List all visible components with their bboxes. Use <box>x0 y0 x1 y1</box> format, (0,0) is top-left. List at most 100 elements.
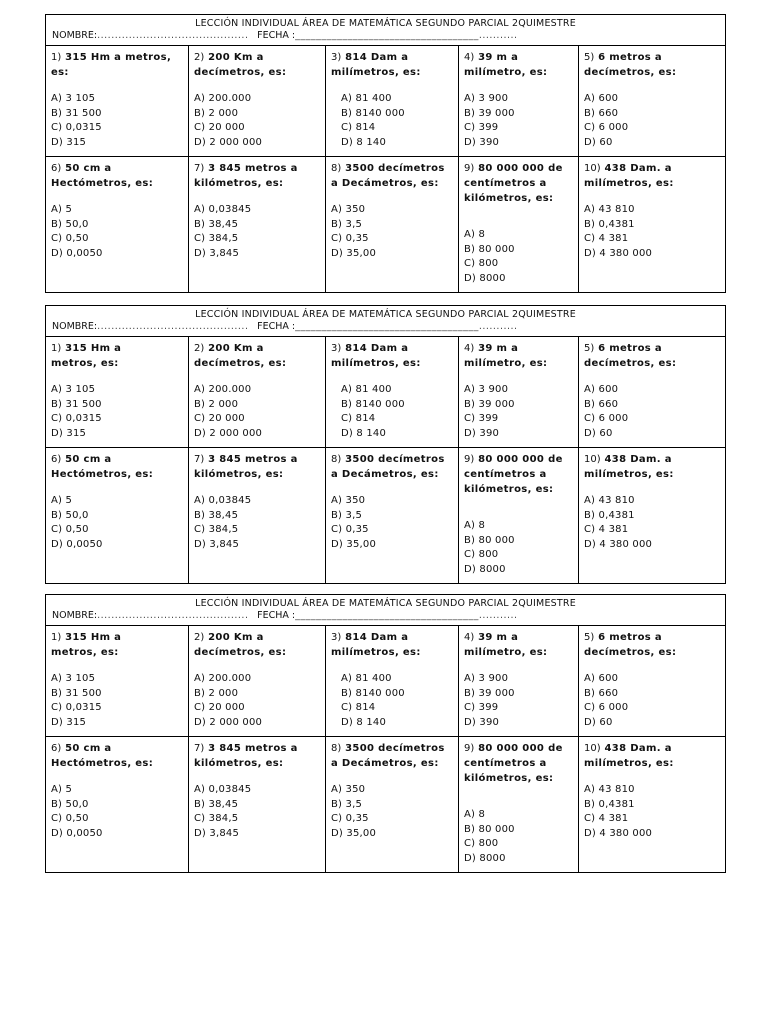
option-item[interactable]: C) 0,35 <box>331 524 369 535</box>
option-item[interactable]: C) 6 000 <box>584 413 629 424</box>
option-item[interactable]: B) 3,5 <box>331 798 363 810</box>
option-item[interactable]: D) 0,0050 <box>51 247 103 259</box>
option-item[interactable]: A) 5 <box>51 784 73 795</box>
option-item[interactable]: D) 2 000 000 <box>194 716 263 728</box>
option-item[interactable]: B) 3,5 <box>331 218 363 230</box>
option-item[interactable]: B) 80 000 <box>464 534 515 546</box>
option-item[interactable]: A) 0,03845 <box>194 204 252 215</box>
option-item[interactable]: D) 315 <box>51 716 87 728</box>
nombre-input[interactable]: ........................................… <box>97 30 248 41</box>
option-item[interactable]: A) 0,03845 <box>194 495 252 506</box>
option-item[interactable]: B) 38,45 <box>194 218 239 230</box>
option-item[interactable]: D) 8 140 <box>341 136 387 148</box>
option-item[interactable]: C) 800 <box>464 838 499 849</box>
option-item[interactable]: D) 8000 <box>464 852 506 864</box>
option-item[interactable]: B) 50,0 <box>51 798 89 810</box>
option-item[interactable]: C) 20 000 <box>194 702 245 713</box>
option-item[interactable]: B) 8140 000 <box>341 398 405 410</box>
option-item[interactable]: D) 2 000 000 <box>194 136 263 148</box>
option-item[interactable]: D) 390 <box>464 136 500 148</box>
option-item[interactable]: A) 200.000 <box>194 93 252 104</box>
option-item[interactable]: A) 350 <box>331 495 366 506</box>
option-item[interactable]: B) 31 500 <box>51 687 102 699</box>
nombre-input[interactable]: ........................................… <box>97 321 248 332</box>
option-item[interactable]: C) 4 381 <box>584 813 629 824</box>
option-item[interactable]: A) 3 900 <box>464 673 509 684</box>
option-item[interactable]: C) 6 000 <box>584 702 629 713</box>
option-item[interactable]: D) 60 <box>584 427 613 439</box>
option-item[interactable]: A) 200.000 <box>194 673 252 684</box>
fecha-input[interactable]: ___________________________________.....… <box>295 321 518 332</box>
option-item[interactable]: C) 20 000 <box>194 413 245 424</box>
option-item[interactable]: A) 43 810 <box>584 204 635 215</box>
option-item[interactable]: B) 0,4381 <box>584 509 635 521</box>
option-item[interactable]: D) 4 380 000 <box>584 247 653 259</box>
option-item[interactable]: A) 600 <box>584 93 619 104</box>
option-item[interactable]: A) 8 <box>464 520 486 531</box>
option-item[interactable]: A) 5 <box>51 204 73 215</box>
option-item[interactable]: D) 35,00 <box>331 827 377 839</box>
option-item[interactable]: B) 39 000 <box>464 107 515 119</box>
option-item[interactable]: A) 81 400 <box>341 673 392 684</box>
option-item[interactable]: D) 315 <box>51 136 87 148</box>
option-item[interactable]: C) 0,0315 <box>51 122 102 133</box>
option-item[interactable]: C) 814 <box>341 702 376 713</box>
option-item[interactable]: C) 384,5 <box>194 233 239 244</box>
option-item[interactable]: B) 0,4381 <box>584 218 635 230</box>
fecha-input[interactable]: ___________________________________.....… <box>295 610 518 621</box>
option-item[interactable]: A) 43 810 <box>584 784 635 795</box>
option-item[interactable]: C) 6 000 <box>584 122 629 133</box>
option-item[interactable]: B) 2 000 <box>194 398 239 410</box>
option-item[interactable]: C) 384,5 <box>194 813 239 824</box>
option-item[interactable]: B) 0,4381 <box>584 798 635 810</box>
nombre-input[interactable]: ........................................… <box>97 610 248 621</box>
option-item[interactable]: D) 0,0050 <box>51 538 103 550</box>
option-item[interactable]: D) 60 <box>584 716 613 728</box>
option-item[interactable]: B) 80 000 <box>464 243 515 255</box>
option-item[interactable]: C) 384,5 <box>194 524 239 535</box>
option-item[interactable]: D) 3,845 <box>194 538 240 550</box>
option-item[interactable]: D) 4 380 000 <box>584 827 653 839</box>
option-item[interactable]: A) 600 <box>584 673 619 684</box>
option-item[interactable]: C) 0,35 <box>331 233 369 244</box>
option-item[interactable]: C) 814 <box>341 122 376 133</box>
option-item[interactable]: C) 399 <box>464 413 499 424</box>
option-item[interactable]: D) 2 000 000 <box>194 427 263 439</box>
option-item[interactable]: D) 390 <box>464 427 500 439</box>
option-item[interactable]: C) 800 <box>464 258 499 269</box>
option-item[interactable]: C) 4 381 <box>584 233 629 244</box>
option-item[interactable]: C) 800 <box>464 549 499 560</box>
option-item[interactable]: D) 3,845 <box>194 827 240 839</box>
option-item[interactable]: B) 38,45 <box>194 509 239 521</box>
option-item[interactable]: C) 0,50 <box>51 233 89 244</box>
option-item[interactable]: C) 0,35 <box>331 813 369 824</box>
option-item[interactable]: A) 3 900 <box>464 93 509 104</box>
option-item[interactable]: A) 3 105 <box>51 673 96 684</box>
option-item[interactable]: B) 660 <box>584 398 619 410</box>
option-item[interactable]: D) 0,0050 <box>51 827 103 839</box>
option-item[interactable]: D) 60 <box>584 136 613 148</box>
option-item[interactable]: B) 3,5 <box>331 509 363 521</box>
option-item[interactable]: C) 0,0315 <box>51 413 102 424</box>
option-item[interactable]: A) 43 810 <box>584 495 635 506</box>
option-item[interactable]: A) 3 105 <box>51 384 96 395</box>
option-item[interactable]: C) 4 381 <box>584 524 629 535</box>
option-item[interactable]: D) 315 <box>51 427 87 439</box>
option-item[interactable]: A) 350 <box>331 204 366 215</box>
option-item[interactable]: A) 81 400 <box>341 93 392 104</box>
option-item[interactable]: A) 5 <box>51 495 73 506</box>
option-item[interactable]: A) 0,03845 <box>194 784 252 795</box>
option-item[interactable]: A) 3 900 <box>464 384 509 395</box>
option-item[interactable]: B) 8140 000 <box>341 687 405 699</box>
option-item[interactable]: A) 350 <box>331 784 366 795</box>
option-item[interactable]: B) 39 000 <box>464 687 515 699</box>
option-item[interactable]: B) 8140 000 <box>341 107 405 119</box>
option-item[interactable]: B) 2 000 <box>194 687 239 699</box>
option-item[interactable]: A) 3 105 <box>51 93 96 104</box>
option-item[interactable]: B) 39 000 <box>464 398 515 410</box>
option-item[interactable]: D) 4 380 000 <box>584 538 653 550</box>
option-item[interactable]: A) 81 400 <box>341 384 392 395</box>
option-item[interactable]: B) 2 000 <box>194 107 239 119</box>
option-item[interactable]: C) 0,0315 <box>51 702 102 713</box>
option-item[interactable]: C) 814 <box>341 413 376 424</box>
